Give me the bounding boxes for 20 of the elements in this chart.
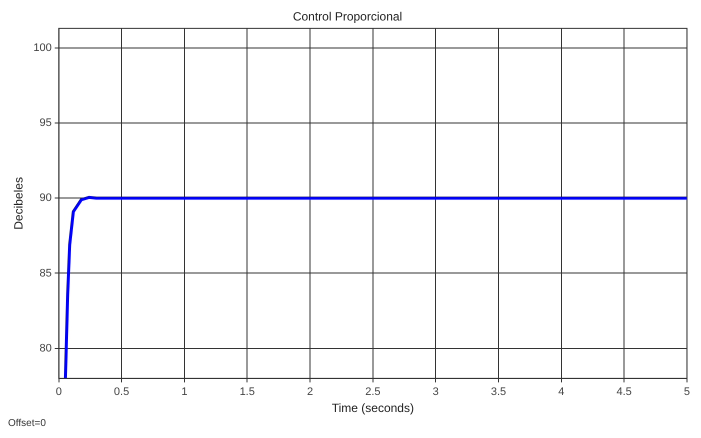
x-tick-label: 3 [432, 386, 439, 398]
x-tick-label: 2.5 [365, 386, 380, 398]
x-tick-label: 1.5 [240, 386, 255, 398]
x-tick-label: 4 [558, 386, 564, 398]
x-tick-label: 0 [56, 386, 62, 398]
y-tick-label: 95 [40, 117, 52, 130]
y-tick-label: 100 [33, 42, 52, 54]
y-axis-title: Decibeles [12, 177, 26, 230]
x-tick-label: 5 [684, 386, 690, 398]
chart-title: Control Proporcional [292, 10, 402, 24]
x-tick-label: 3.5 [490, 386, 506, 398]
x-tick-label: 4.5 [616, 386, 632, 398]
y-tick-label: 80 [40, 342, 52, 354]
x-tick-label: 0.5 [114, 386, 130, 398]
x-tick-label: 2 [306, 386, 314, 398]
x-tick-label: 1 [181, 386, 188, 398]
text: Offset=0 [8, 418, 46, 429]
y-tick-label: 85 [40, 267, 52, 280]
x-axis-title: Time (seconds) [332, 401, 414, 416]
y-tick-label: 90 [40, 192, 52, 204]
